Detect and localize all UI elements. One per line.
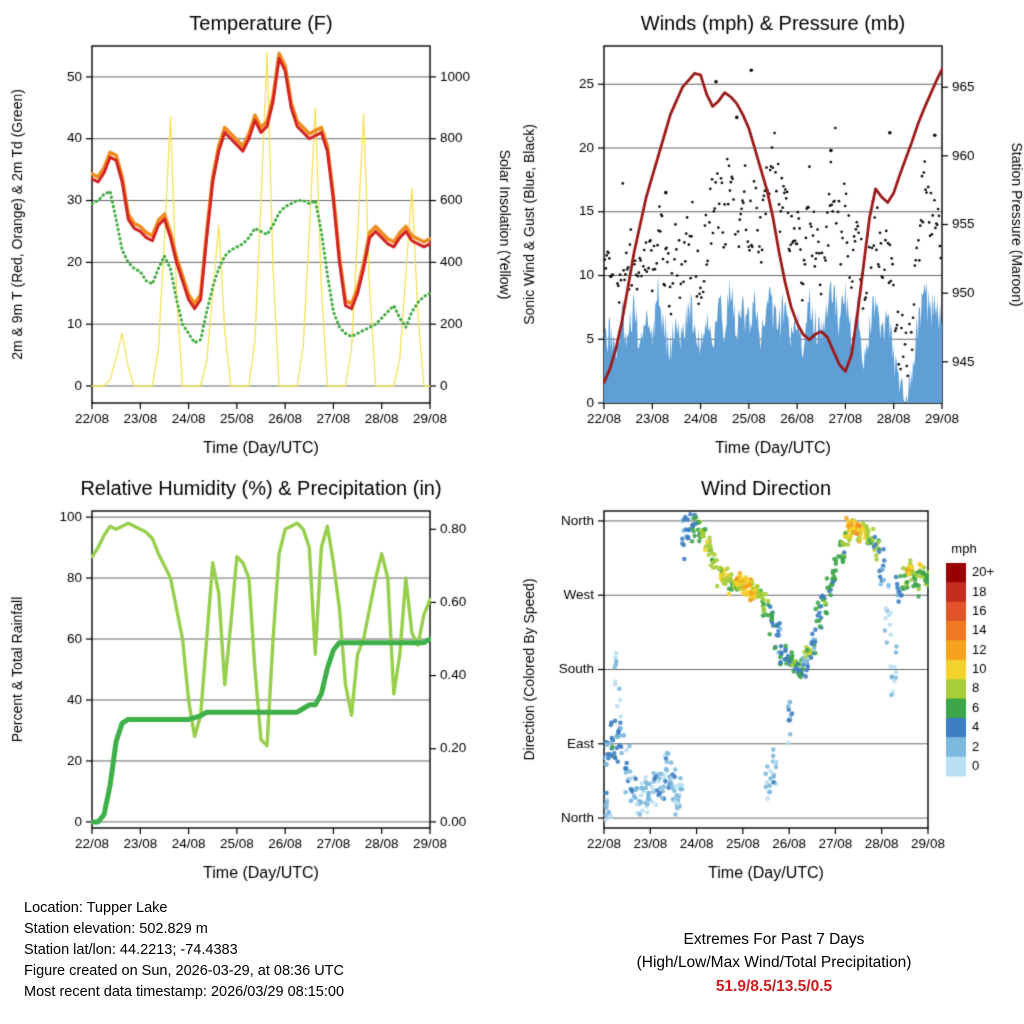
wind-direction-chart-canvas — [512, 465, 1024, 890]
recent-data-timestamp: Most recent data timestamp: 2026/03/29 0… — [24, 984, 345, 1001]
station-info: Location: Tupper Lake Station elevation:… — [0, 890, 524, 1003]
figure-created-timestamp: Figure created on Sun, 2026-03-29, at 08… — [24, 963, 344, 980]
extremes-subtitle: (High/Low/Max Wind/Total Precipitation) — [636, 954, 912, 972]
temperature-chart-canvas — [0, 0, 512, 465]
humidity-precip-chart-canvas — [0, 465, 512, 890]
extremes-title: Extremes For Past 7 Days — [683, 931, 865, 948]
panel-wind-direction — [512, 465, 1024, 890]
panel-winds-pressure — [512, 0, 1024, 465]
winds-pressure-chart-canvas — [512, 0, 1024, 465]
extremes-summary: Extremes For Past 7 Days (High/Low/Max W… — [524, 890, 1024, 1003]
station-location: Location: Tupper Lake — [24, 900, 168, 916]
footer: Location: Tupper Lake Station elevation:… — [0, 890, 1024, 1003]
chart-grid — [0, 0, 1024, 890]
extremes-values: 51.9/8.5/13.5/0.5 — [715, 977, 833, 995]
panel-temperature — [0, 0, 512, 465]
station-elevation: Station elevation: 502.829 m — [24, 921, 208, 938]
station-latlon: Station lat/lon: 44.2213; -74.4383 — [24, 942, 238, 959]
panel-humidity-precip — [0, 465, 512, 890]
